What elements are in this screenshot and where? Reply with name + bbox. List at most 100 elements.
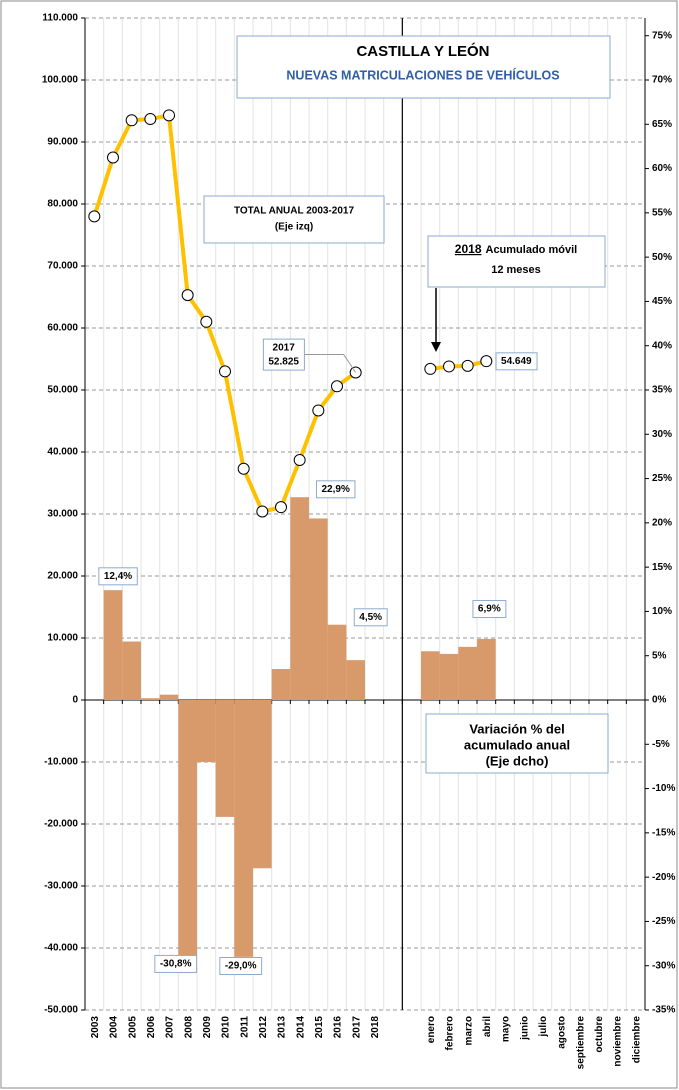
- y2-tick-label: 55%: [652, 207, 672, 218]
- leader-line: [304, 353, 357, 373]
- y2-tick-label: -5%: [652, 739, 670, 750]
- x-tick-label: julio: [538, 1016, 549, 1038]
- x-tick-label: mayo: [501, 1016, 512, 1042]
- x-tick-label: octubre: [594, 1016, 605, 1053]
- marker: [125, 114, 138, 127]
- marker: [293, 454, 306, 467]
- bar: [159, 694, 179, 700]
- y2-tick-label: 60%: [652, 163, 672, 174]
- y-tick-label: 30.000: [47, 509, 78, 520]
- x-tick-label: marzo: [463, 1016, 474, 1045]
- data-label-box: [495, 352, 538, 371]
- y-tick-label: -10.000: [44, 757, 78, 768]
- annotation: 2018 Acumulado móvil: [455, 242, 577, 256]
- chart-title: CASTILLA Y LEÓN: [356, 42, 489, 60]
- bar: [271, 669, 291, 700]
- y2-tick-label: 15%: [652, 562, 672, 573]
- line: [430, 359, 487, 371]
- bar: [477, 638, 496, 700]
- y2-tick-label: 0%: [652, 695, 667, 706]
- x-tick-label: 2010: [221, 1016, 232, 1039]
- bar: [215, 700, 235, 817]
- data-label: 54.649: [495, 352, 538, 371]
- data-label: 6,9%: [478, 604, 501, 615]
- y-tick-label: 10.000: [47, 633, 78, 644]
- y-tick-label: 90.000: [47, 137, 78, 148]
- data-label-box: [262, 338, 305, 371]
- y2-tick-label: -30%: [652, 960, 675, 971]
- bar: [290, 497, 309, 700]
- marker: [163, 109, 175, 122]
- marker: [144, 113, 157, 126]
- marker: [107, 151, 119, 164]
- y-tick-label: -30.000: [44, 881, 78, 892]
- marker: [480, 355, 493, 368]
- x-tick-label: noviembre: [613, 1016, 624, 1067]
- data-label: 2017 52.825: [262, 338, 357, 373]
- data-label: 2017 52.825: [268, 342, 299, 367]
- y-tick-label: -50.000: [44, 1005, 78, 1016]
- marker: [312, 404, 325, 417]
- marker: [443, 360, 455, 373]
- marker: [331, 380, 343, 393]
- data-label: 12,4%: [104, 571, 132, 582]
- data-label: -30,8%: [160, 958, 192, 969]
- bar: [327, 624, 347, 700]
- x-tick-label: 2006: [146, 1016, 157, 1039]
- y2-tick-label: -20%: [652, 872, 675, 883]
- y-tick-label: 110.000: [42, 13, 78, 24]
- bar: [234, 700, 253, 957]
- marker: [237, 462, 250, 475]
- y2-tick-label: 75%: [652, 30, 672, 41]
- annotation-year: 2018: [455, 242, 482, 256]
- x-tick-label: 2017: [351, 1016, 362, 1039]
- annotation: (Eje dcho): [486, 753, 549, 768]
- y2-tick-label: 35%: [652, 385, 672, 396]
- y-tick-label: 20.000: [47, 571, 78, 582]
- x-tick-label: 2014: [295, 1016, 306, 1039]
- marks: [88, 109, 496, 973]
- bar: [178, 700, 197, 973]
- annotation: Acumulado móvil: [486, 244, 578, 256]
- x-tick-label: diciembre: [631, 1016, 642, 1064]
- annotation-box: [203, 195, 385, 244]
- bar: [309, 518, 328, 700]
- x-tick-label: 2011: [239, 1016, 250, 1038]
- data-label-box: [472, 600, 507, 619]
- x-tick-label: 2008: [183, 1016, 194, 1039]
- data-label: 22,9%: [315, 480, 356, 499]
- data-label: 22,9%: [321, 484, 349, 495]
- x-tick-label: agosto: [557, 1016, 568, 1049]
- y2-tick-label: -10%: [652, 783, 675, 794]
- y2-tick-label: 70%: [652, 75, 672, 86]
- data-label: -29,0%: [225, 960, 257, 971]
- data-label-box: [219, 956, 263, 975]
- data-label-box: [315, 480, 356, 499]
- x-tick-label: 2004: [109, 1016, 120, 1039]
- x-tick-label: 2009: [202, 1016, 213, 1039]
- y2-tick-label: 65%: [652, 119, 672, 130]
- x-tick-label: 2013: [277, 1016, 288, 1039]
- data-labels: 12,4% -30,8% -29,0% 22,9% 4,5% 6,9% 2017 52.825…: [98, 338, 538, 975]
- y2-tick-label: 5%: [652, 650, 667, 661]
- data-label-value: 52.825: [268, 356, 299, 367]
- data-label-box: [154, 954, 198, 973]
- x-tick-label: 2012: [258, 1016, 269, 1039]
- data-label-category: 2017: [273, 342, 296, 353]
- bar: [421, 651, 440, 700]
- annotation: acumulado anual: [464, 737, 570, 752]
- data-label: 6,9%: [472, 600, 507, 619]
- x-tick-label: febrero: [445, 1016, 456, 1050]
- y2-tick-label: -25%: [652, 916, 675, 927]
- marker: [461, 359, 474, 372]
- annotation-box: [425, 713, 609, 774]
- x-tick-label: 2007: [165, 1016, 176, 1039]
- y2-tick-label: -15%: [652, 827, 675, 838]
- annotation: 12 meses: [491, 264, 541, 276]
- x-tick-label: abril: [482, 1016, 493, 1037]
- x-tick-label: 2005: [127, 1016, 138, 1039]
- bar: [122, 641, 141, 700]
- y2-tick-label: 50%: [652, 252, 672, 263]
